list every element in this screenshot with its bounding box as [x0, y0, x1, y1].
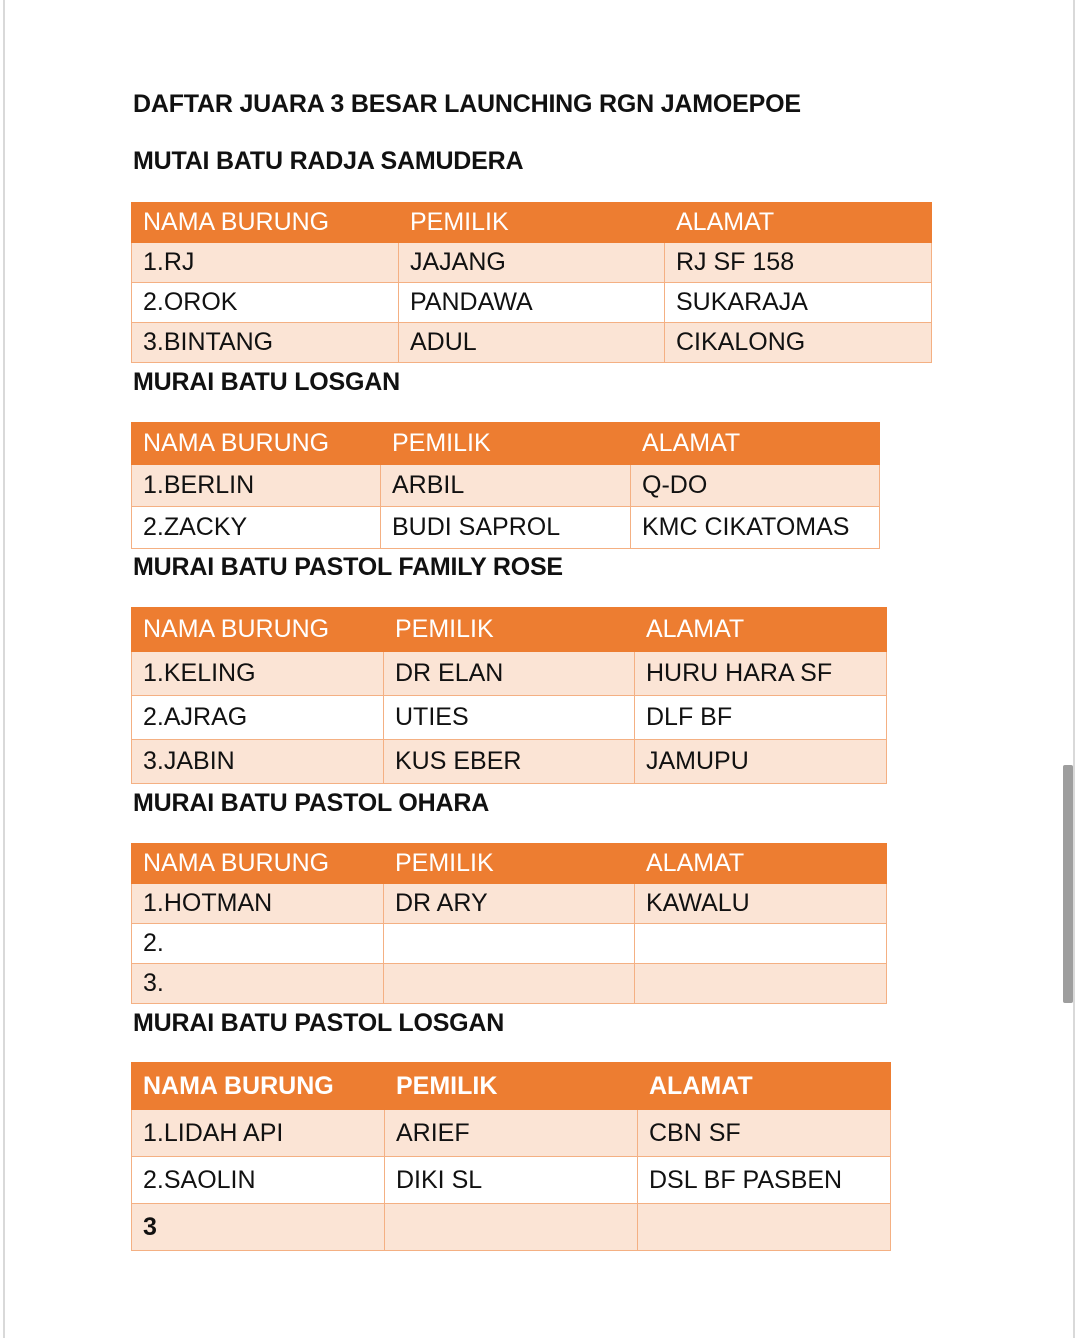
- page-left-edge: [3, 0, 5, 1338]
- owner-cell: DIKI SL: [384, 1156, 638, 1204]
- winners-table: NAMA BURUNG PEMILIK ALAMAT 1.LIDAH API ARIEF…: [131, 1062, 891, 1251]
- owner-cell: PANDAWA: [398, 282, 665, 323]
- table-row: 2.OROK PANDAWA SUKARAJA: [131, 282, 932, 323]
- bird-name-cell: 2.ZACKY: [131, 506, 381, 549]
- section-heading: MURAI BATU LOSGAN: [133, 368, 400, 396]
- bird-name-cell: 1.HOTMAN: [131, 883, 384, 924]
- address-cell: [637, 1203, 891, 1251]
- bird-name-cell: 3.: [131, 963, 384, 1004]
- table-header-row: NAMA BURUNG PEMILIK ALAMAT: [131, 607, 887, 652]
- owner-cell: BUDI SAPROL: [380, 506, 631, 549]
- section-heading: MURAI BATU PASTOL LOSGAN: [133, 1009, 505, 1037]
- column-header: ALAMAT: [630, 422, 880, 465]
- bird-name-cell: 1.LIDAH API: [131, 1109, 385, 1157]
- winners-table: NAMA BURUNG PEMILIK ALAMAT 1.RJ JAJANG RJ SF …: [131, 202, 932, 363]
- address-cell: CIKALONG: [664, 322, 932, 363]
- owner-cell: UTIES: [383, 695, 635, 740]
- owner-cell: JAJANG: [398, 242, 665, 283]
- column-header: ALAMAT: [634, 607, 887, 652]
- bird-name-cell: 2.OROK: [131, 282, 399, 323]
- owner-cell: DR ARY: [383, 883, 635, 924]
- column-header: PEMILIK: [398, 202, 665, 243]
- column-header: PEMILIK: [384, 1062, 638, 1110]
- bird-name-cell: 1.RJ: [131, 242, 399, 283]
- document-title: DAFTAR JUARA 3 BESAR LAUNCHING RGN JAMOE…: [133, 90, 801, 118]
- owner-cell: [383, 963, 635, 1004]
- winners-table: NAMA BURUNG PEMILIK ALAMAT 1.BERLIN ARBIL Q-D…: [131, 422, 880, 549]
- bird-name-cell: 2.AJRAG: [131, 695, 384, 740]
- address-cell: DLF BF: [634, 695, 887, 740]
- address-cell: DSL BF PASBEN: [637, 1156, 891, 1204]
- table-row: 3.BINTANG ADUL CIKALONG: [131, 322, 932, 363]
- column-header: NAMA BURUNG: [131, 843, 384, 884]
- winners-table: NAMA BURUNG PEMILIK ALAMAT 1.HOTMAN DR ARY KA…: [131, 843, 887, 1004]
- address-cell: SUKARAJA: [664, 282, 932, 323]
- table-row: 3.: [131, 963, 887, 1004]
- scrollbar-thumb[interactable]: [1063, 765, 1073, 1003]
- owner-cell: [383, 923, 635, 964]
- table-row: 3: [131, 1203, 891, 1251]
- table-row: 2.: [131, 923, 887, 964]
- bird-name-cell: 3: [131, 1203, 385, 1251]
- address-cell: KAWALU: [634, 883, 887, 924]
- owner-cell: DR ELAN: [383, 651, 635, 696]
- address-cell: JAMUPU: [634, 739, 887, 784]
- bird-name-cell: 2.SAOLIN: [131, 1156, 385, 1204]
- table-row: 1.LIDAH API ARIEF CBN SF: [131, 1109, 891, 1157]
- table-header-row: NAMA BURUNG PEMILIK ALAMAT: [131, 843, 887, 884]
- owner-cell: ADUL: [398, 322, 665, 363]
- table-header-row: NAMA BURUNG PEMILIK ALAMAT: [131, 422, 880, 465]
- address-cell: Q-DO: [630, 464, 880, 507]
- address-cell: [634, 963, 887, 1004]
- section-heading: MUTAI BATU RADJA SAMUDERA: [133, 147, 524, 175]
- bird-name-cell: 3.BINTANG: [131, 322, 399, 363]
- column-header: PEMILIK: [380, 422, 631, 465]
- bird-name-cell: 1.KELING: [131, 651, 384, 696]
- column-header: ALAMAT: [634, 843, 887, 884]
- page-right-edge: [1073, 0, 1075, 1338]
- table-row: 1.KELING DR ELAN HURU HARA SF: [131, 651, 887, 696]
- owner-cell: ARIEF: [384, 1109, 638, 1157]
- column-header: PEMILIK: [383, 843, 635, 884]
- table-row: 1.HOTMAN DR ARY KAWALU: [131, 883, 887, 924]
- address-cell: [634, 923, 887, 964]
- address-cell: HURU HARA SF: [634, 651, 887, 696]
- bird-name-cell: 2.: [131, 923, 384, 964]
- table-row: 2.AJRAG UTIES DLF BF: [131, 695, 887, 740]
- column-header: ALAMAT: [664, 202, 932, 243]
- table-row: 2.SAOLIN DIKI SL DSL BF PASBEN: [131, 1156, 891, 1204]
- address-cell: RJ SF 158: [664, 242, 932, 283]
- column-header: ALAMAT: [637, 1062, 891, 1110]
- table-row: 2.ZACKY BUDI SAPROL KMC CIKATOMAS: [131, 506, 880, 549]
- table-row: 1.RJ JAJANG RJ SF 158: [131, 242, 932, 283]
- owner-cell: ARBIL: [380, 464, 631, 507]
- column-header: NAMA BURUNG: [131, 422, 381, 465]
- column-header: NAMA BURUNG: [131, 1062, 385, 1110]
- table-row: 1.BERLIN ARBIL Q-DO: [131, 464, 880, 507]
- column-header: NAMA BURUNG: [131, 202, 399, 243]
- bird-name-cell: 3.JABIN: [131, 739, 384, 784]
- column-header: NAMA BURUNG: [131, 607, 384, 652]
- address-cell: KMC CIKATOMAS: [630, 506, 880, 549]
- table-header-row: NAMA BURUNG PEMILIK ALAMAT: [131, 202, 932, 243]
- section-heading: MURAI BATU PASTOL OHARA: [133, 789, 490, 817]
- section-heading: MURAI BATU PASTOL FAMILY ROSE: [133, 553, 563, 581]
- table-header-row: NAMA BURUNG PEMILIK ALAMAT: [131, 1062, 891, 1110]
- address-cell: CBN SF: [637, 1109, 891, 1157]
- owner-cell: [384, 1203, 638, 1251]
- column-header: PEMILIK: [383, 607, 635, 652]
- winners-table: NAMA BURUNG PEMILIK ALAMAT 1.KELING DR ELAN H…: [131, 607, 887, 784]
- owner-cell: KUS EBER: [383, 739, 635, 784]
- table-row: 3.JABIN KUS EBER JAMUPU: [131, 739, 887, 784]
- bird-name-cell: 1.BERLIN: [131, 464, 381, 507]
